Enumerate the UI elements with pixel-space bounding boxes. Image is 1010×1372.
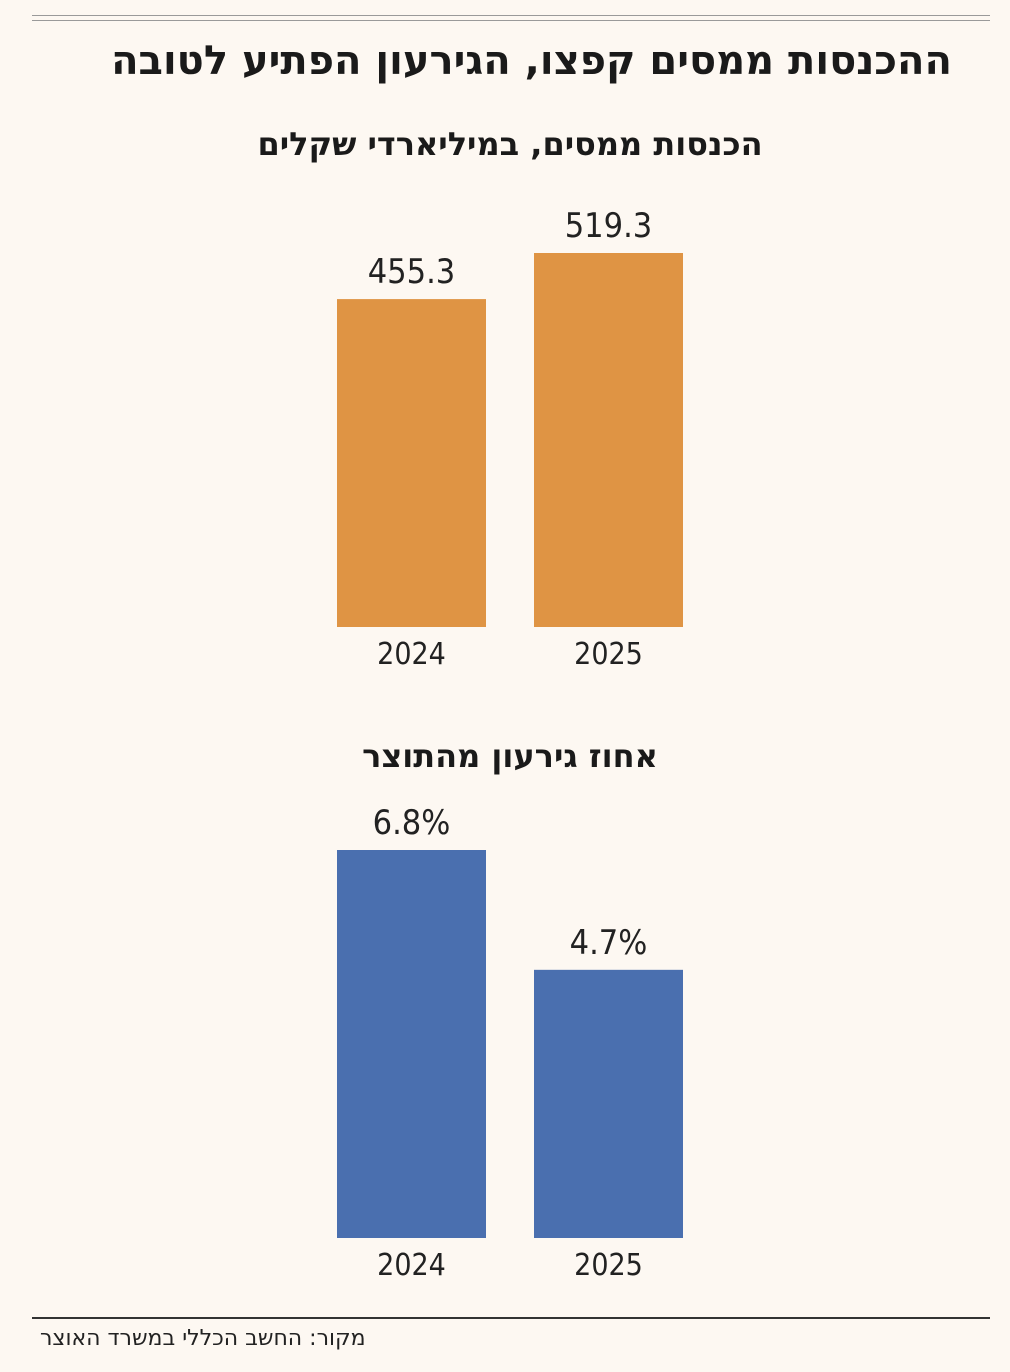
deficit-bar-2025: [534, 969, 683, 1238]
deficit-value-label-2025: 4.7%: [570, 923, 648, 963]
deficit-bar-2024: [337, 850, 486, 1238]
tax-revenue-bar-2025: [534, 253, 683, 627]
tax-revenue-value-label-2024: 455.3: [368, 252, 456, 292]
tax-revenue-category-label-2024: 2024: [377, 637, 446, 672]
tax-revenue-category-label-2025: 2025: [574, 637, 643, 672]
deficit-category-label-2025: 2025: [574, 1248, 643, 1283]
top-rule: [32, 15, 990, 16]
tax-revenue-bar-2024: [337, 299, 486, 627]
tax-revenue-value-label-2025: 519.3: [565, 206, 653, 246]
bottom-rule: [32, 1317, 990, 1319]
tax-revenue-chart: 455.3 2024 519.3 2025: [337, 206, 683, 672]
deficit-chart: 6.8% 2024 4.7% 2025: [337, 803, 683, 1283]
deficit-value-label-2024: 6.8%: [373, 803, 451, 843]
chart-title-tax-revenue: הכנסות ממסים, במיליארדי שקלים: [257, 125, 763, 163]
chart-title-deficit: אחוז גירעון מהתוצר: [362, 737, 658, 775]
source-note: מקור: החשב הכללי במשרד האוצר: [40, 1326, 366, 1351]
top-rule-second: [32, 20, 990, 21]
headline: ההכנסות ממסים קפצו, הגירעון הפתיע לטובה: [111, 38, 952, 84]
deficit-category-label-2024: 2024: [377, 1248, 446, 1283]
